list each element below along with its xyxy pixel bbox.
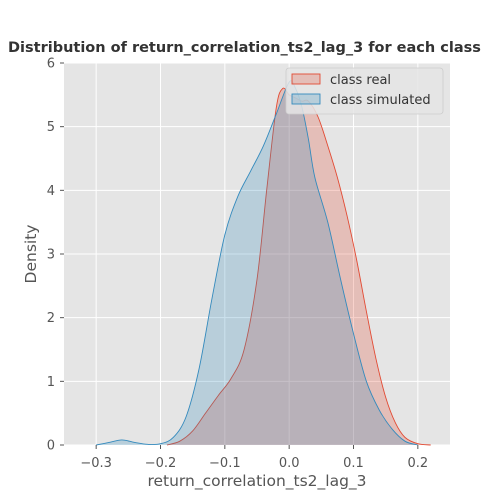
x-axis-ticks: −0.3 −0.2 −0.1 0.0 0.1 0.2: [80, 445, 428, 471]
y-tick-label: 2: [47, 311, 55, 326]
y-tick-label: 5: [47, 120, 55, 135]
y-tick-label: 1: [47, 375, 55, 390]
x-tick-label: 0.2: [407, 456, 428, 471]
legend-swatch-class-simulated: [291, 93, 321, 105]
x-axis-label: return_correlation_ts2_lag_3: [147, 472, 366, 491]
legend-label-class-real: class real: [330, 73, 391, 88]
y-tick-label: 4: [47, 184, 55, 199]
chart-title: Distribution of return_correlation_ts2_l…: [8, 40, 481, 56]
x-tick-label: −0.1: [209, 456, 241, 471]
series-layer: [96, 80, 431, 446]
class-simulated-density-line: [96, 80, 418, 446]
y-axis-label: Density: [22, 225, 40, 284]
legend-label-class-simulated: class simulated: [330, 93, 431, 108]
class-real-density-area: [166, 88, 431, 445]
x-tick-label: −0.3: [80, 456, 112, 471]
legend-swatch-class-real: [291, 73, 321, 85]
legend: class real class simulated: [285, 67, 444, 115]
class-simulated-density-area: [96, 80, 418, 446]
x-tick-label: 0.1: [343, 456, 364, 471]
x-tick-label: −0.2: [145, 456, 177, 471]
legend-box: [285, 67, 444, 115]
y-tick-label: 6: [47, 57, 55, 72]
y-tick-label: 3: [47, 248, 55, 263]
y-tick-label: 0: [47, 439, 55, 454]
grid-lines: [64, 62, 450, 446]
y-axis-ticks: 0 1 2 3 4 5 6: [47, 57, 64, 454]
x-tick-label: 0.0: [279, 456, 300, 471]
